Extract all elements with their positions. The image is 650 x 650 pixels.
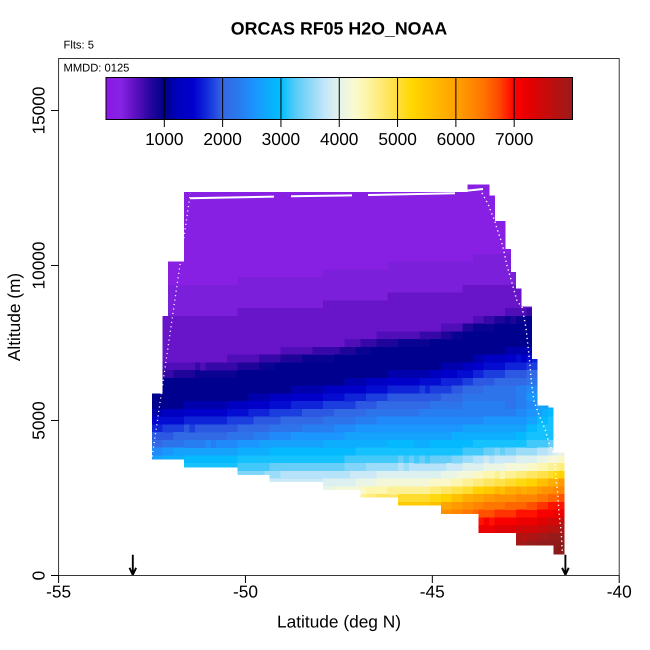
svg-text:2000: 2000 [203, 129, 241, 149]
svg-text:Altitude (m): Altitude (m) [4, 273, 24, 361]
svg-text:3000: 3000 [262, 129, 300, 149]
svg-text:5000: 5000 [378, 129, 416, 149]
svg-text:-55: -55 [46, 582, 71, 602]
svg-text:Latitude (deg N): Latitude (deg N) [277, 612, 401, 632]
svg-text:15000: 15000 [29, 86, 49, 134]
svg-text:Flts: 5: Flts: 5 [64, 40, 94, 52]
svg-text:10000: 10000 [29, 241, 49, 289]
svg-text:6000: 6000 [437, 129, 475, 149]
svg-text:5000: 5000 [29, 401, 49, 439]
svg-text:-50: -50 [233, 582, 258, 602]
svg-text:ORCAS RF05 H2O_NOAA: ORCAS RF05 H2O_NOAA [231, 19, 448, 39]
svg-text:7000: 7000 [495, 129, 533, 149]
svg-text:-40: -40 [607, 582, 632, 602]
svg-text:0: 0 [29, 571, 49, 581]
svg-text:-45: -45 [420, 582, 445, 602]
svg-text:MMDD: 0125: MMDD: 0125 [64, 63, 130, 75]
svg-text:4000: 4000 [320, 129, 358, 149]
svg-text:1000: 1000 [145, 129, 183, 149]
